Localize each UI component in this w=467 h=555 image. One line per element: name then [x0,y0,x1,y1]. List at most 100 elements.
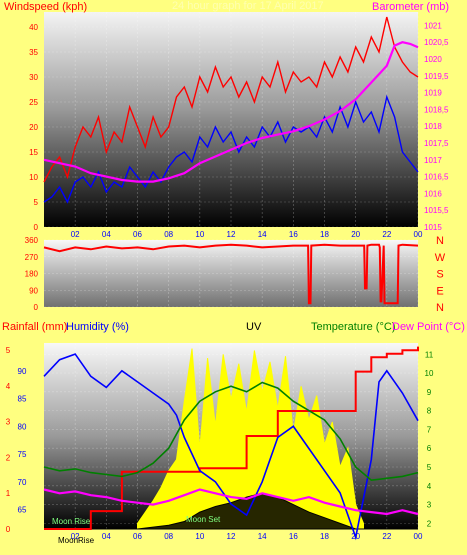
barometer-axis-label: Barometer (mb) [372,1,449,13]
baro-tick-3: 1016,5 [424,173,449,182]
compass-tick-2: S [436,269,443,281]
humidity-tick-80: 80 [18,422,27,431]
time-tick-bottom-14: 14 [258,532,267,541]
baro-tick-4: 1017 [424,156,442,165]
panel-direction-bg [44,240,418,307]
time-tick-top-04: 04 [102,230,111,239]
temp-tick-2: 2 [427,519,432,528]
time-tick-top-06: 06 [133,230,142,239]
time-tick-bottom-16: 16 [289,532,298,541]
series-rainfall [44,346,419,530]
chart-title-faint: 24 hour graph for 17 April 2017 [172,0,324,12]
wind-tick-15: 15 [29,148,38,157]
series-speed [43,94,419,204]
time-tick-bottom-20: 20 [351,532,360,541]
time-tick-bottom-08: 08 [164,532,173,541]
dir-tick-90: 90 [29,286,38,295]
rain-tick-2: 2 [6,453,11,462]
wind-tick-40: 40 [29,23,38,32]
humidity-tick-65: 65 [18,506,27,515]
dewpoint-axis-label: Dew Point (°C) [392,321,465,333]
wind-tick-35: 35 [29,48,38,57]
series-solar [137,348,364,530]
wind-tick-25: 25 [29,98,38,107]
time-tick-top-12: 12 [227,230,236,239]
series-gust [43,16,419,183]
baro-tick-6: 1018 [424,122,442,131]
time-tick-bottom-22: 22 [382,532,391,541]
series-temperature [43,381,419,482]
compass-tick-4: N [436,302,444,314]
series-direction [43,243,419,305]
temp-tick-4: 4 [427,482,432,491]
time-tick-bottom-00: 00 [414,532,423,541]
rainfall-axis-label: Rainfall (mm) [2,321,67,333]
temp-tick-11: 11 [425,350,434,359]
compass-tick-0: N [436,235,444,247]
time-tick-top-10: 10 [195,230,204,239]
series-humidity [43,353,419,541]
time-tick-top-00: 00 [414,230,423,239]
humidity-tick-90: 90 [18,367,27,376]
time-tick-top-02: 02 [71,230,80,239]
baro-tick-1: 1015,5 [424,206,449,215]
time-tick-top-18: 18 [320,230,329,239]
wind-tick-10: 10 [29,173,38,182]
moonrise-label: Moon Rise [52,517,91,526]
series-dewpoint [43,488,419,516]
baro-tick-7: 1018,5 [424,105,449,114]
temp-tick-9: 9 [427,388,432,397]
wind-tick-5: 5 [34,198,39,207]
plot-series [43,16,419,541]
time-tick-top-20: 20 [351,230,360,239]
time-tick-bottom-04: 04 [102,532,111,541]
dir-tick-360: 360 [25,236,39,245]
compass-tick-3: E [436,285,443,297]
time-tick-bottom-12: 12 [227,532,236,541]
time-tick-bottom-10: 10 [195,532,204,541]
dir-tick-270: 270 [25,253,39,262]
compass-tick-1: W [435,252,446,264]
time-tick-bottom-06: 06 [133,532,142,541]
baro-tick-11: 1020,5 [424,38,449,47]
baro-tick-5: 1017,5 [424,139,449,148]
windspeed-axis-label: Windspeed (kph) [4,1,87,13]
baro-tick-12: 1021 [424,21,442,30]
baro-tick-0: 1015 [424,223,442,232]
wind-tick-30: 30 [29,73,38,82]
baro-tick-8: 1019 [424,89,442,98]
temp-tick-6: 6 [427,444,432,453]
dir-tick-180: 180 [25,270,39,279]
humidity-tick-70: 70 [18,478,27,487]
wind-tick-20: 20 [29,123,38,132]
uv-axis-label: UV [246,321,262,333]
moonset-label: Moon Set [186,515,221,524]
rain-tick-5: 5 [6,346,11,355]
rain-tick-4: 4 [6,382,11,391]
time-tick-top-08: 08 [164,230,173,239]
time-tick-bottom-18: 18 [320,532,329,541]
time-tick-bottom-02: 02 [71,532,80,541]
rain-tick-0: 0 [6,525,11,534]
humidity-tick-75: 75 [18,450,27,459]
wind-tick-0: 0 [34,223,39,232]
temperature-axis-label: Temperature (°C) [311,321,395,333]
humidity-axis-label: Humidity (%) [66,321,129,333]
temp-tick-8: 8 [427,407,432,416]
series-pressure [43,41,419,183]
temp-tick-10: 10 [425,369,434,378]
temp-tick-7: 7 [427,425,432,434]
moonrise-bottom-label: MoonRise [58,536,95,545]
rain-tick-3: 3 [6,418,11,427]
baro-tick-9: 1019,5 [424,72,449,81]
time-tick-top-22: 22 [382,230,391,239]
tick-labels: 0202040406060808101012121414161618182020… [6,21,449,541]
baro-tick-2: 1016 [424,189,442,198]
temp-tick-5: 5 [427,463,432,472]
time-tick-top-14: 14 [258,230,267,239]
temp-tick-3: 3 [427,501,432,510]
time-tick-top-16: 16 [289,230,298,239]
rain-tick-1: 1 [6,489,11,498]
humidity-tick-85: 85 [18,395,27,404]
